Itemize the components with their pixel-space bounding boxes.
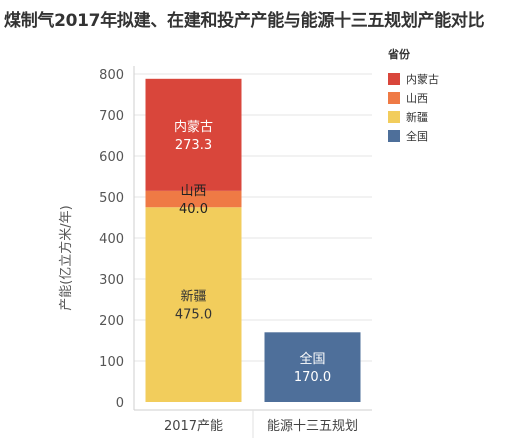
y-tick-label: 800 xyxy=(99,68,124,83)
segment-name-label: 内蒙古 xyxy=(174,119,213,135)
bar-segment xyxy=(264,332,361,402)
segment-value-label: 273.3 xyxy=(175,138,212,153)
legend-item: 新疆 xyxy=(388,107,524,126)
segment-name-label: 全国 xyxy=(299,351,325,367)
legend-label: 内蒙古 xyxy=(406,72,439,86)
y-tick-label: 0 xyxy=(116,396,124,411)
legend-swatch xyxy=(388,91,400,104)
y-tick-label: 300 xyxy=(99,273,124,288)
legend-swatch xyxy=(388,110,400,123)
legend: 省份 内蒙古山西新疆全国 xyxy=(388,46,524,145)
legend-label: 新疆 xyxy=(406,110,428,124)
segment-value-label: 475.0 xyxy=(175,308,212,323)
bar-segment xyxy=(145,190,242,208)
legend-item: 山西 xyxy=(388,88,524,107)
gridlines xyxy=(134,73,372,362)
bar-segment xyxy=(145,207,242,402)
y-tick-label: 100 xyxy=(99,355,124,370)
segment-value-label: 170.0 xyxy=(294,370,331,385)
segment-value-label: 40.0 xyxy=(179,202,208,217)
y-tick-label: 600 xyxy=(99,150,124,165)
legend-item: 内蒙古 xyxy=(388,69,524,88)
legend-swatch xyxy=(388,72,400,85)
chart-title: 煤制气2017年拟建、在建和投产产能与能源十三五规划产能对比 xyxy=(4,11,485,31)
legend-title: 省份 xyxy=(388,48,410,61)
bar-labels: 新疆 475.0 山西 40.0 内蒙古 273.3 全国 170.0 xyxy=(174,119,331,385)
legend-item: 全国 xyxy=(388,126,524,145)
segment-name-label: 新疆 xyxy=(180,289,206,305)
y-tick-label: 400 xyxy=(99,232,124,247)
y-axis-label: 产能(亿立方米/年) xyxy=(58,205,74,311)
y-tick-label: 700 xyxy=(99,109,124,124)
x-tick-label: 能源十三五规划 xyxy=(267,419,358,434)
segment-name-label: 山西 xyxy=(180,184,206,199)
bars xyxy=(145,78,361,402)
legend-label: 山西 xyxy=(406,91,428,105)
axes: 0 100 200 300 400 500 600 700 800 2017产能 能源十三五规划 xyxy=(99,66,372,438)
x-tick-label: 2017产能 xyxy=(164,419,223,434)
y-tick-label: 500 xyxy=(99,191,124,206)
legend-swatch xyxy=(388,129,400,142)
y-tick-label: 200 xyxy=(99,314,124,329)
bar-segment xyxy=(145,78,242,191)
legend-label: 全国 xyxy=(406,129,428,143)
